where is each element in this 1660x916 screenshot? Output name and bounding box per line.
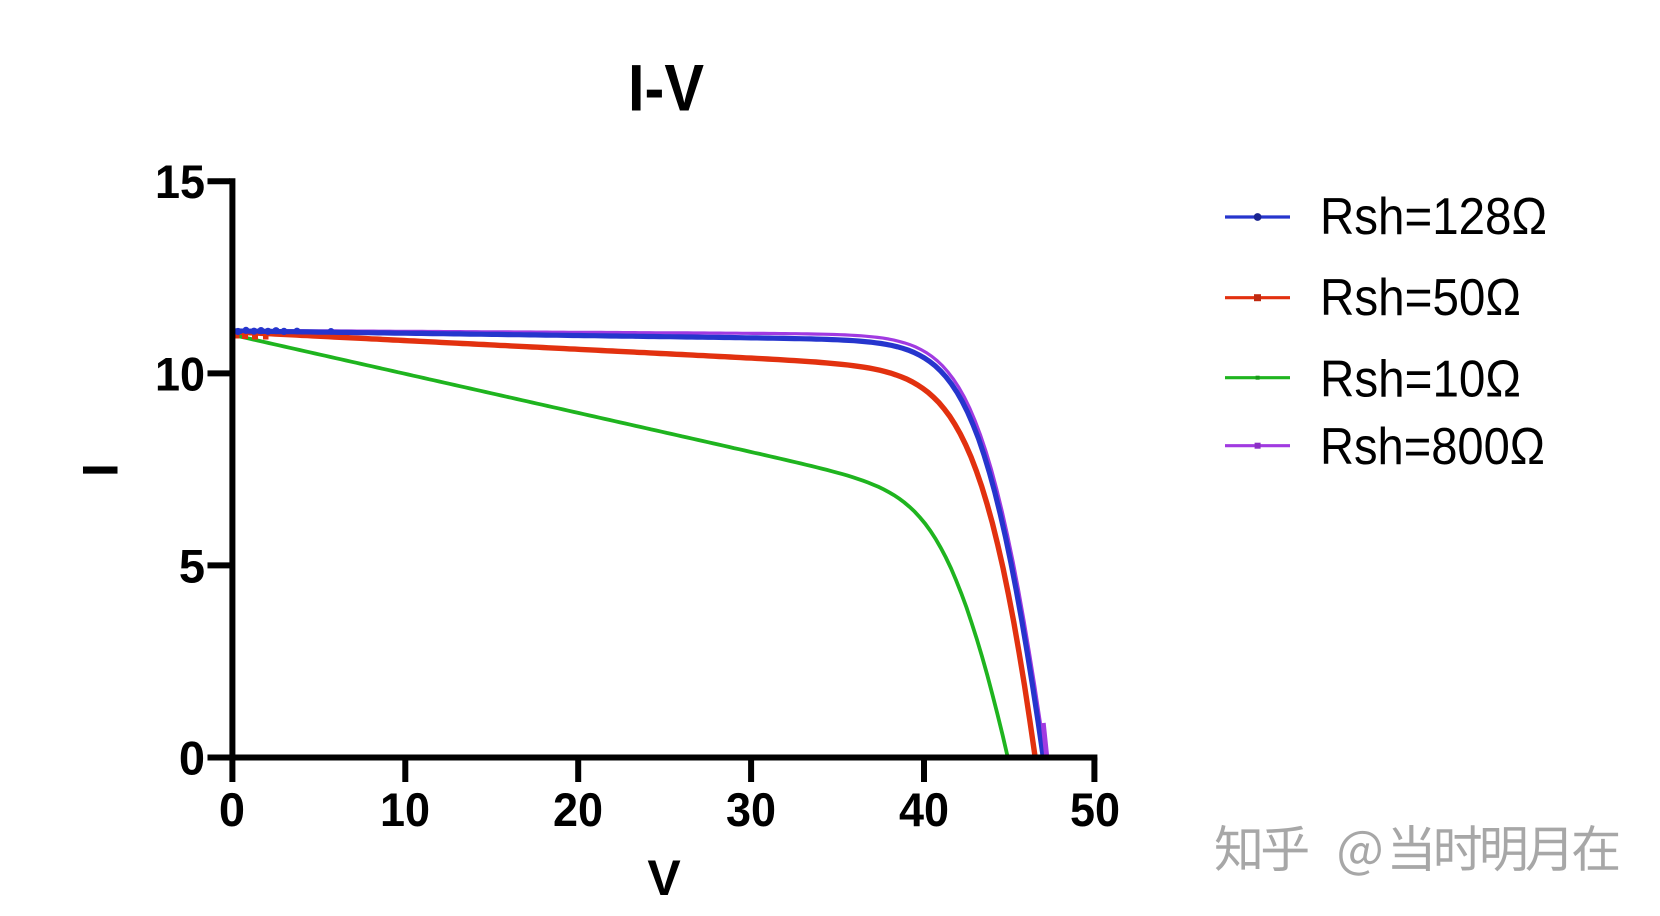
svg-text:5: 5: [179, 539, 205, 592]
svg-text:0: 0: [179, 731, 205, 784]
svg-text:Rsh=128Ω: Rsh=128Ω: [1320, 188, 1547, 246]
svg-text:I-V: I-V: [628, 51, 704, 125]
svg-text:10: 10: [380, 783, 430, 836]
svg-text:I: I: [73, 463, 129, 477]
svg-text:50: 50: [1070, 783, 1120, 836]
svg-text:V: V: [647, 850, 681, 906]
svg-text:Rsh=800Ω: Rsh=800Ω: [1320, 418, 1545, 476]
svg-text:Rsh=50Ω: Rsh=50Ω: [1320, 269, 1521, 327]
svg-text:20: 20: [553, 783, 603, 836]
svg-text:30: 30: [726, 783, 776, 836]
svg-text:Rsh=10Ω: Rsh=10Ω: [1320, 351, 1521, 409]
svg-text:15: 15: [155, 155, 205, 208]
svg-text:10: 10: [155, 347, 205, 400]
svg-text:40: 40: [899, 783, 949, 836]
svg-text:0: 0: [219, 783, 245, 836]
